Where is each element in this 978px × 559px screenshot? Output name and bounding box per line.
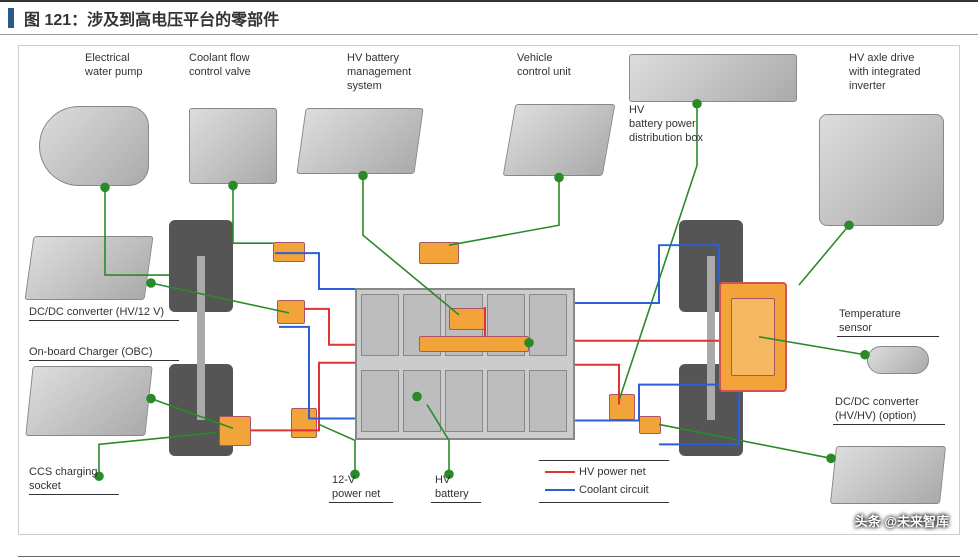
img-distbox	[629, 54, 797, 102]
img-dcdc12v	[25, 236, 154, 300]
img-bms	[296, 108, 423, 174]
legend-coolant-label: Coolant circuit	[579, 484, 649, 496]
module-obc	[219, 416, 251, 446]
battery-cell	[445, 370, 483, 432]
img-axle-drive	[819, 114, 944, 226]
lbl-axle-drive: HV axle drivewith integratedinverter	[849, 52, 921, 93]
module-dcdc	[277, 300, 305, 324]
module-distbox	[609, 394, 635, 420]
lbl-ccs: CCS chargingsocket	[29, 466, 97, 494]
lbl-water-pump: Electricalwater pump	[85, 52, 142, 80]
ul-ccs	[29, 494, 119, 495]
ul-lvnet	[329, 502, 393, 503]
battery-cell	[529, 370, 567, 432]
axle-front	[197, 256, 205, 420]
title-accent	[8, 8, 14, 28]
ul-dcdc12v	[29, 320, 179, 321]
figure-title: 图 121：涉及到高电压平台的零部件	[24, 6, 279, 30]
ul-dcdchv	[833, 424, 945, 425]
battery-cell	[361, 370, 399, 432]
module-bms	[449, 308, 485, 330]
legend-coolant: Coolant circuit	[545, 484, 649, 496]
battery-cell	[529, 294, 567, 356]
lbl-obc: On-board Charger (OBC)	[29, 346, 153, 360]
lbl-dcdc-hvhv: DC/DC converter(HV/HV) (option)	[835, 396, 919, 424]
ul-hvbatt	[431, 502, 481, 503]
lbl-dcdc12v: DC/DC converter (HV/12 V)	[29, 306, 164, 320]
footer-rule	[18, 556, 960, 557]
img-vcu	[503, 104, 616, 176]
legend-frame-bot	[539, 502, 669, 503]
lbl-bms: HV batterymanagementsystem	[347, 52, 411, 93]
legend-hv-label: HV power net	[579, 466, 646, 478]
ul-temp	[837, 336, 939, 337]
lbl-lvnet: 12-Vpower net	[332, 474, 380, 502]
battery-cell	[403, 370, 441, 432]
motor-inverter	[731, 298, 775, 376]
diagram-area: Electricalwater pump Coolant flowcontrol…	[18, 45, 960, 535]
title-bar: 图 121：涉及到高电压平台的零部件	[0, 0, 978, 35]
watermark: 头条 @未来智库	[855, 511, 949, 530]
lbl-coolant-valve: Coolant flowcontrol valve	[189, 52, 251, 80]
battery-cell	[361, 294, 399, 356]
legend-frame-top	[539, 460, 669, 461]
lbl-vcu: Vehiclecontrol unit	[517, 52, 571, 80]
img-temp-sensor	[867, 346, 929, 374]
module-dcdc-hv	[639, 416, 661, 434]
ul-obc	[29, 360, 179, 361]
lbl-hvbatt: HVbattery	[435, 474, 469, 502]
axle-rear	[707, 256, 715, 420]
img-coolant-valve	[189, 108, 277, 184]
module-junction	[419, 336, 529, 352]
lbl-dist-box: HVbattery powerdistribution box	[629, 104, 703, 145]
battery-cell	[487, 370, 525, 432]
legend-hv: HV power net	[545, 466, 646, 478]
module-radiator	[273, 242, 305, 262]
img-obc	[25, 366, 152, 436]
lbl-temp-sensor: Temperaturesensor	[839, 308, 901, 336]
module-vcu	[419, 242, 459, 264]
module-radiator2	[291, 408, 317, 438]
img-water-pump	[39, 106, 149, 186]
img-dcdc-hvhv	[830, 446, 946, 504]
